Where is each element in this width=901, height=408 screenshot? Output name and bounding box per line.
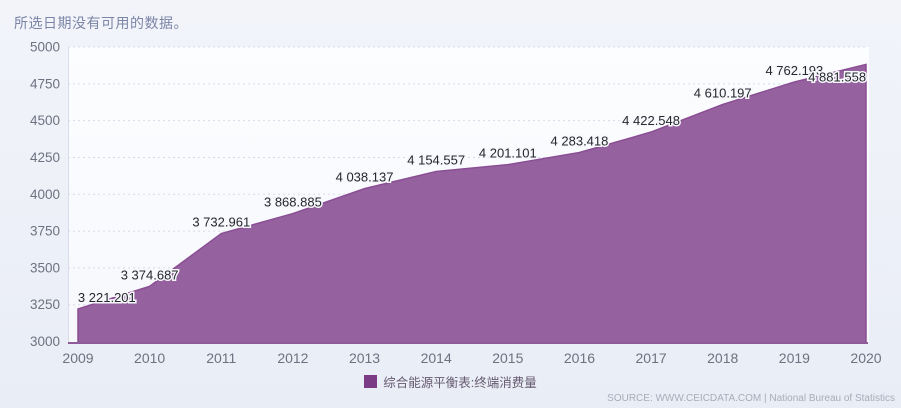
legend-label: 综合能源平衡表:终端消费量 <box>383 376 537 390</box>
data-label: 4 154.557 <box>407 152 465 167</box>
x-tick-label: 2017 <box>636 350 667 366</box>
data-label: 4 038.137 <box>336 170 394 185</box>
x-tick-label: 2014 <box>421 350 452 366</box>
legend-swatch-icon <box>364 375 378 388</box>
y-tick-label: 3000 <box>30 334 60 349</box>
data-label: 4 610.197 <box>694 85 752 100</box>
y-tick-label: 3750 <box>30 224 60 239</box>
data-label: 4 422.548 <box>622 113 680 128</box>
source-text: SOURCE: WWW.CEICDATA.COM | National Bure… <box>607 393 895 404</box>
data-label: 3 868.885 <box>264 195 322 210</box>
x-tick-label: 2013 <box>349 350 380 366</box>
y-tick-label: 4500 <box>30 113 60 128</box>
x-tick-label: 2018 <box>707 350 738 366</box>
x-tick-label: 2010 <box>134 350 165 366</box>
data-label: 4 283.418 <box>551 134 609 149</box>
y-tick-label: 4000 <box>30 187 60 202</box>
y-tick-label: 3500 <box>30 260 60 275</box>
data-label: 4 201.101 <box>479 146 537 161</box>
y-tick-label: 4250 <box>30 150 60 165</box>
data-label: 4 762.193 <box>765 63 823 78</box>
x-tick-label: 2012 <box>277 350 308 366</box>
x-tick-label: 2009 <box>62 350 93 366</box>
data-label: 3 374.687 <box>121 267 179 282</box>
y-tick-label: 4750 <box>30 76 60 91</box>
x-tick-label: 2019 <box>779 350 810 366</box>
x-tick-label: 2016 <box>564 350 595 366</box>
y-tick-label: 3250 <box>30 297 60 312</box>
x-tick-label: 2015 <box>492 350 523 366</box>
data-label: 3 732.961 <box>192 215 250 230</box>
data-label: 3 221.201 <box>78 290 136 305</box>
x-tick-label: 2020 <box>850 350 881 366</box>
legend[interactable]: 综合能源平衡表:终端消费量 <box>0 372 901 391</box>
data-label: 4 881.558 <box>808 69 866 84</box>
x-tick-label: 2011 <box>206 350 236 366</box>
notice-text: 所选日期没有可用的数据。 <box>14 15 188 31</box>
area-series <box>77 63 867 344</box>
y-tick-label: 5000 <box>30 40 60 55</box>
